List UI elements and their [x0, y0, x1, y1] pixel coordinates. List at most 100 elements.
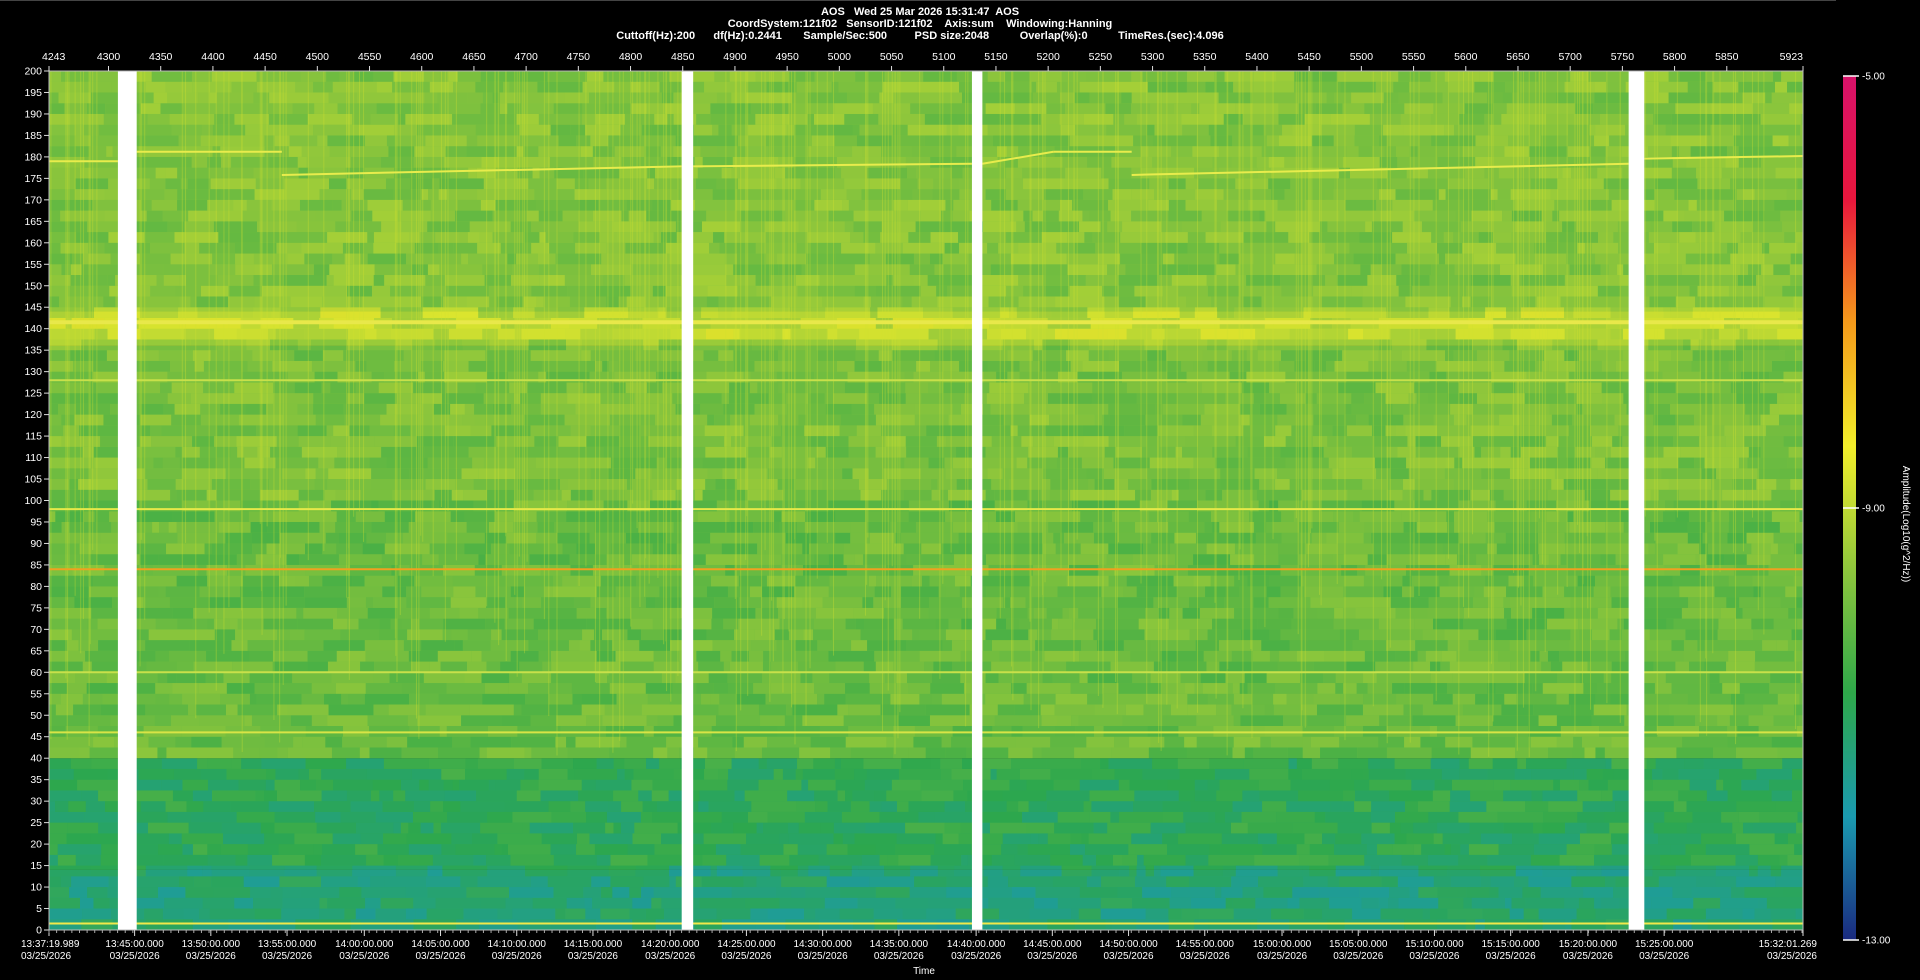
y-tick-label: 60	[30, 667, 42, 679]
y-tick-label: 190	[24, 108, 42, 120]
y-tick-label: 135	[24, 345, 42, 357]
x-top-tick-label: 4650	[462, 51, 486, 63]
x-bottom-date-label: 03/25/2026	[1409, 951, 1459, 962]
drift-line-7	[1644, 155, 1803, 160]
y-tick-label: 115	[25, 431, 42, 443]
x-top-tick-label: 5450	[1297, 51, 1321, 63]
x-top-tick-label: 4750	[567, 51, 591, 63]
x-top-tick-label: 4950	[775, 51, 799, 63]
x-top-tick-label: 5750	[1611, 51, 1635, 63]
x-bottom-time-label: 14:45:00.000	[1023, 939, 1082, 950]
x-bottom-time-label: 13:45:00.000	[105, 939, 164, 950]
y-tick-label: 85	[30, 559, 42, 571]
y-tick-label: 5	[36, 903, 42, 915]
y-tick-label: 50	[30, 710, 42, 722]
x-bottom-time-label: 15:10:00.000	[1405, 939, 1464, 950]
colorbar: -5.00 -9.00 -13.00	[1843, 72, 1891, 947]
x-bottom-time-label: 14:20:00.000	[641, 939, 700, 950]
x-top-tick-label: 5150	[984, 51, 1008, 63]
x-top-tick-label: 5700	[1558, 51, 1582, 63]
x-top-tick-label: 5350	[1193, 51, 1217, 63]
x-bottom-time-label: 14:05:00.000	[411, 939, 470, 950]
x-bottom-date-label: 03/25/2026	[1563, 951, 1613, 962]
y-tick-label: 15	[30, 860, 42, 872]
y-tick-label: 140	[24, 323, 42, 335]
x-top-tick-label: 4350	[149, 51, 173, 63]
x-bottom-time-label: 13:55:00.000	[258, 939, 317, 950]
x-bottom-date-label: 03/25/2026	[645, 951, 695, 962]
y-tick-label: 65	[30, 645, 42, 657]
y-tick-label: 125	[24, 388, 42, 400]
data-gap-3	[1628, 71, 1645, 930]
x-bottom-time-label: 15:15:00.000	[1481, 939, 1540, 950]
x-bottom-date-label: 03/25/2026	[492, 951, 542, 962]
x-top-tick-label: 4800	[619, 51, 643, 63]
y-tick-label: 0	[36, 925, 42, 937]
y-tick-label: 35	[30, 774, 42, 786]
y-tick-label: 180	[24, 151, 42, 163]
y-tick-label: 70	[30, 624, 42, 636]
top-border	[0, 0, 1836, 1]
data-gap-0	[117, 71, 137, 930]
drift-line-2	[281, 165, 682, 176]
colorbar-label: Amplitude(Log10(g^2/Hz))	[1900, 466, 1911, 582]
colorbar-tick-label: -9.00	[1862, 504, 1885, 515]
y-tick-label: 160	[24, 237, 42, 249]
x-top-tick-label: 5000	[828, 51, 852, 63]
y-tick-label: 55	[30, 688, 42, 700]
y-tick-label: 185	[24, 130, 42, 142]
x-top-tick-label: 5800	[1663, 51, 1687, 63]
y-tick-label: 75	[30, 602, 42, 614]
y-tick-label: 90	[30, 538, 42, 550]
x-top-tick-label: 4500	[306, 51, 330, 63]
x-bottom-time-label: 14:10:00.000	[488, 939, 547, 950]
y-tick-label: 170	[24, 194, 42, 206]
x-bottom-time-label: 15:20:00.000	[1559, 939, 1618, 950]
x-bottom-date-label: 03/25/2026	[1767, 951, 1817, 962]
y-tick-label: 80	[30, 581, 42, 593]
y-tick-label: 150	[24, 280, 42, 292]
x-top-axis: 4243 4300 4350 4400 4450 4500 4550 4600 4650 4700…	[42, 51, 1804, 71]
y-tick-label: 40	[30, 753, 42, 765]
chart-params-line-2: Cuttoff(Hz):200 df(Hz):0.2441 Sample/Sec…	[616, 30, 1224, 42]
x-top-tick-label: 4400	[201, 51, 225, 63]
colorbar-tick-label: -13.00	[1862, 936, 1891, 947]
x-bottom-time-label: 15:32:01.269	[1759, 939, 1818, 950]
x-bottom-time-label: 13:37:19.989	[21, 939, 80, 950]
chart-params-line-1: CoordSystem:121f02 SensorID:121f02 Axis:…	[727, 18, 1113, 30]
x-top-tick-label: 4600	[410, 51, 434, 63]
x-top-tick-label: 4300	[97, 51, 121, 63]
x-top-tick-label: 4850	[671, 51, 695, 63]
x-bottom-date-label: 03/25/2026	[21, 951, 71, 962]
x-bottom-date-label: 03/25/2026	[1257, 951, 1307, 962]
x-top-tick-label: 5050	[880, 51, 904, 63]
x-bottom-date-label: 03/25/2026	[874, 951, 924, 962]
x-bottom-date-label: 03/25/2026	[721, 951, 771, 962]
drift-line-4	[982, 150, 1054, 165]
x-bottom-date-label: 03/25/2026	[1104, 951, 1154, 962]
x-bottom-time-label: 15:25:00.000	[1635, 939, 1694, 950]
drift-line-3	[693, 162, 972, 168]
x-bottom-time-label: 14:50:00.000	[1099, 939, 1158, 950]
x-bottom-date-label: 03/25/2026	[1639, 951, 1689, 962]
x-bottom-date-label: 03/25/2026	[798, 951, 848, 962]
x-top-tick-label: 4700	[514, 51, 538, 63]
x-bottom-date-label: 03/25/2026	[1180, 951, 1230, 962]
x-top-tick-label: 5500	[1350, 51, 1374, 63]
x-bottom-time-label: 14:55:00.000	[1176, 939, 1235, 950]
y-tick-label: 175	[24, 173, 42, 185]
x-bottom-date-label: 03/25/2026	[1486, 951, 1536, 962]
x-top-tick-label: 4550	[358, 51, 382, 63]
x-top-tick-label: 4243	[42, 51, 66, 63]
x-top-tick-label: 5200	[1036, 51, 1060, 63]
x-bottom-time-label: 14:40:00.000	[947, 939, 1006, 950]
x-bottom-date-label: 03/25/2026	[262, 951, 312, 962]
x-bottom-date-label: 03/25/2026	[110, 951, 160, 962]
y-axis: 0 5 10 15 20 25 30 35 40 45 50 55 60 65 70 75 80 85 90 95 10…	[24, 66, 49, 937]
y-tick-label: 45	[30, 731, 42, 743]
x-top-tick-label: 5400	[1245, 51, 1269, 63]
noise-texture	[49, 71, 1803, 930]
x-top-tick-label: 5550	[1402, 51, 1426, 63]
